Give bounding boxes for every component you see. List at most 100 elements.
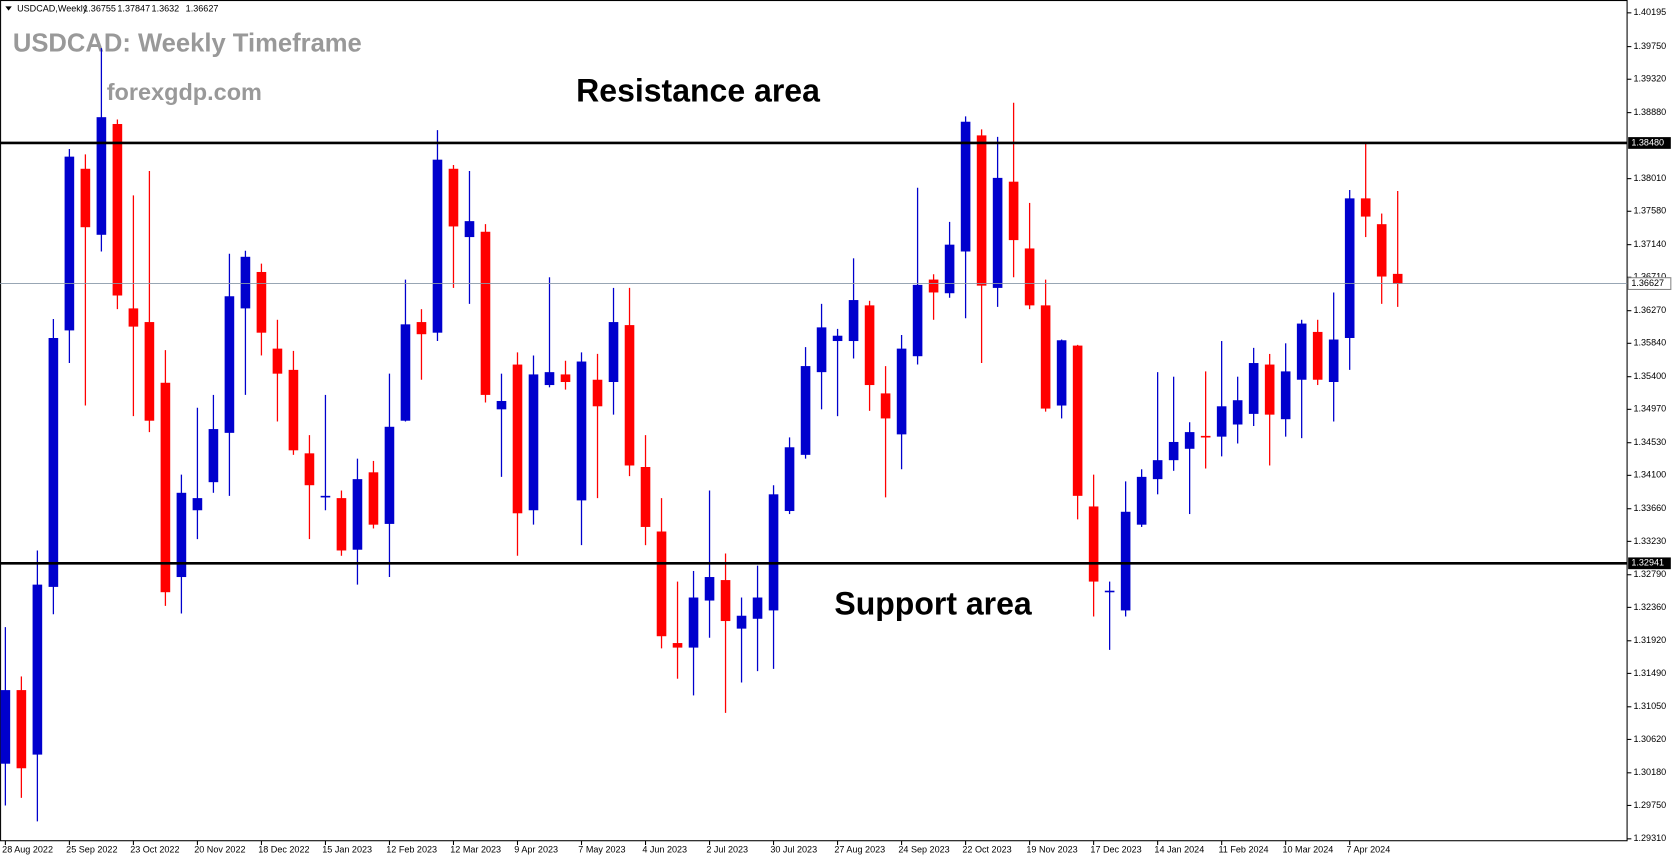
candle-body <box>32 584 43 755</box>
candle-body <box>832 335 843 342</box>
candle-body <box>576 361 587 501</box>
x-tick-label: 15 Jan 2023 <box>322 845 372 855</box>
candle-body <box>880 393 891 419</box>
candle-body <box>1280 371 1291 420</box>
y-tick-label: 1.33660 <box>1633 503 1666 513</box>
candle-body <box>352 479 363 550</box>
candle-body <box>768 494 779 611</box>
candle-body <box>736 615 747 629</box>
candle-body <box>1120 511 1131 611</box>
candle-body <box>656 531 667 637</box>
header-open: 1.36755 <box>83 3 116 13</box>
candle-body <box>784 447 795 512</box>
x-tick-label: 4 Jun 2023 <box>642 845 687 855</box>
candle-body <box>688 597 699 648</box>
x-tick-label: 24 Sep 2023 <box>898 845 949 855</box>
y-tick-label: 1.29750 <box>1633 800 1666 810</box>
candle-body <box>912 284 923 357</box>
x-tick-label: 9 Apr 2023 <box>514 845 558 855</box>
candle-body <box>704 577 715 601</box>
x-tick-label: 12 Feb 2023 <box>386 845 437 855</box>
candle-body <box>384 426 395 524</box>
candle-body <box>816 327 827 373</box>
x-tick-label: 25 Sep 2022 <box>66 845 117 855</box>
y-tick-label: 1.38010 <box>1633 173 1666 183</box>
candle-body <box>1168 441 1179 461</box>
x-tick-label: 23 Oct 2022 <box>130 845 179 855</box>
x-tick-label: 18 Dec 2022 <box>258 845 309 855</box>
x-tick-label: 14 Jan 2024 <box>1154 845 1204 855</box>
header-low: 1.3632 <box>152 3 180 13</box>
candle-body <box>608 322 619 383</box>
y-tick-label: 1.32790 <box>1633 569 1666 579</box>
candle-body <box>464 221 475 238</box>
chart-title: USDCAD: Weekly Timeframe <box>13 30 362 58</box>
candle-body <box>1296 323 1307 380</box>
candle-body <box>1376 224 1387 277</box>
y-tick-label: 1.39320 <box>1633 74 1666 84</box>
x-tick-label: 2 Jul 2023 <box>706 845 748 855</box>
candle-body <box>1344 198 1355 338</box>
y-tick-label: 1.30620 <box>1633 734 1666 744</box>
candle-body <box>1072 345 1083 496</box>
candle-body <box>928 279 939 293</box>
level-annotation: Resistance area <box>576 72 820 108</box>
candle-body <box>224 296 235 433</box>
candle-body <box>960 121 971 252</box>
level-marker <box>1628 557 1671 570</box>
y-tick-label: 1.40195 <box>1633 7 1666 17</box>
x-tick-label: 7 May 2023 <box>578 845 625 855</box>
candle-body <box>800 366 811 455</box>
candle-body <box>112 124 123 296</box>
candle-body <box>528 374 539 511</box>
candle-body <box>416 322 427 335</box>
candle-body <box>848 300 859 342</box>
y-tick-label: 1.33230 <box>1633 536 1666 546</box>
y-tick-label: 1.35400 <box>1633 371 1666 381</box>
level-label: 1.38480 <box>1631 137 1664 147</box>
y-tick-label: 1.31490 <box>1633 668 1666 678</box>
x-tick-label: 20 Nov 2022 <box>194 845 245 855</box>
candle-body <box>864 305 875 386</box>
candle-body <box>80 168 91 228</box>
candle-body <box>1040 305 1051 409</box>
y-tick-label: 1.34970 <box>1633 404 1666 414</box>
candle-body <box>1104 590 1115 593</box>
candle-body <box>1232 400 1243 425</box>
candle-body <box>272 348 283 374</box>
candle-body <box>592 379 603 407</box>
candle-body <box>944 244 955 294</box>
candle-body <box>1152 460 1163 480</box>
y-tick-label: 1.35840 <box>1633 338 1666 348</box>
x-tick-label: 19 Nov 2023 <box>1026 845 1077 855</box>
candle-body <box>480 231 491 395</box>
candle-body <box>48 337 59 587</box>
plot-frame <box>0 0 1628 842</box>
candle-body <box>0 690 11 764</box>
candle-body <box>336 498 347 551</box>
candle-body <box>1360 198 1371 217</box>
candle-body <box>1328 339 1339 383</box>
candle-body <box>992 177 1003 288</box>
candle-body <box>1024 248 1035 306</box>
candle-body <box>160 382 171 593</box>
y-tick-label: 1.36270 <box>1633 305 1666 315</box>
candle-body <box>976 135 987 286</box>
candle-body <box>176 492 187 578</box>
y-tick-label: 1.37140 <box>1633 239 1666 249</box>
y-tick-label: 1.34100 <box>1633 470 1666 480</box>
x-tick-label: 12 Mar 2023 <box>450 845 501 855</box>
candle-body <box>144 322 155 421</box>
candle-body <box>720 580 731 622</box>
x-tick-label: 7 Apr 2024 <box>1346 845 1390 855</box>
chart-subtitle: forexgdp.com <box>107 79 262 105</box>
candle-body <box>560 374 571 383</box>
candle-body <box>448 168 459 227</box>
x-tick-label: 22 Oct 2023 <box>962 845 1011 855</box>
menu-arrow <box>5 6 12 11</box>
candle-body <box>672 643 683 648</box>
candle-body <box>1392 273 1403 284</box>
y-tick-label: 1.38880 <box>1633 107 1666 117</box>
